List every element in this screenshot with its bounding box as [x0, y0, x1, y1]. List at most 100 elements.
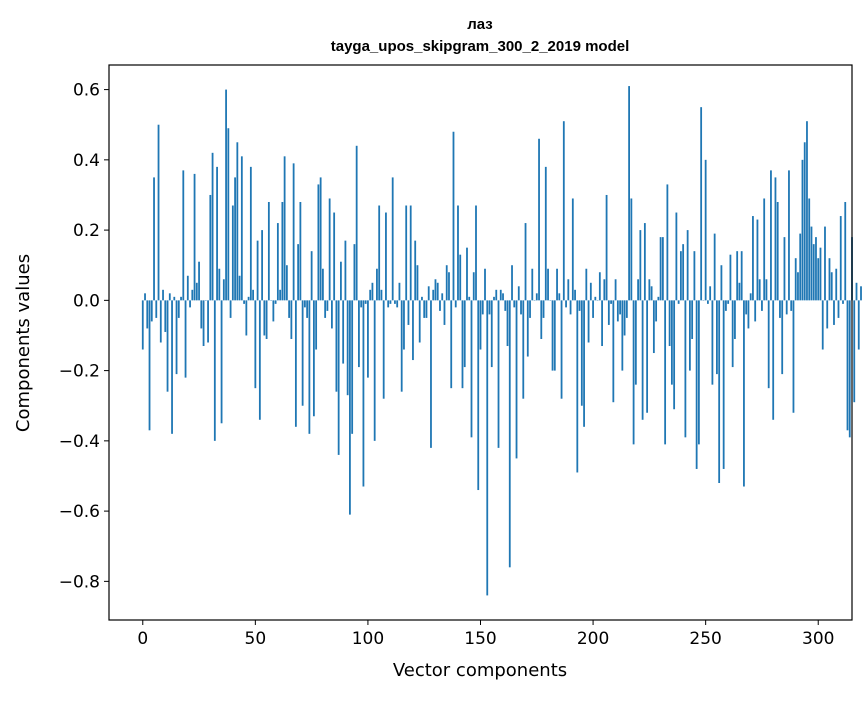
x-tick-label: 0: [137, 629, 148, 649]
bar: [536, 293, 538, 300]
bar: [540, 300, 542, 339]
bar: [752, 216, 754, 300]
bar: [173, 297, 175, 301]
y-tick-label: 0.6: [73, 81, 100, 101]
bar: [684, 300, 686, 437]
bar: [245, 300, 247, 335]
bar: [637, 279, 639, 300]
bar: [633, 300, 635, 444]
bar: [630, 198, 632, 300]
bar: [399, 283, 401, 301]
bar: [806, 121, 808, 300]
bar: [599, 272, 601, 300]
bar: [333, 213, 335, 301]
bar: [802, 160, 804, 301]
bar: [734, 300, 736, 339]
bar: [450, 300, 452, 388]
bar: [741, 251, 743, 300]
bar: [347, 300, 349, 395]
bar: [401, 300, 403, 391]
bar: [725, 300, 727, 311]
bar: [482, 300, 484, 314]
bar: [284, 156, 286, 300]
bar: [608, 300, 610, 325]
bar: [158, 125, 160, 301]
bar: [187, 276, 189, 301]
bar: [317, 184, 319, 300]
bar: [408, 300, 410, 325]
bar: [376, 269, 378, 301]
bar: [781, 300, 783, 374]
bar: [221, 300, 223, 423]
bar: [509, 300, 511, 567]
bar: [790, 300, 792, 311]
bar: [635, 300, 637, 384]
bar: [367, 300, 369, 377]
bar: [313, 300, 315, 416]
bar: [743, 300, 745, 486]
bar: [385, 213, 387, 301]
bar: [412, 300, 414, 360]
bar: [153, 177, 155, 300]
bar: [149, 300, 151, 430]
bar: [750, 293, 752, 300]
bar: [547, 269, 549, 301]
bar: [723, 300, 725, 469]
bar: [552, 300, 554, 370]
bar: [847, 300, 849, 430]
bar: [212, 153, 214, 301]
bar: [833, 300, 835, 325]
bar: [770, 170, 772, 300]
bar: [297, 244, 299, 300]
bar: [405, 206, 407, 301]
bar: [561, 300, 563, 398]
bar: [574, 290, 576, 301]
bar: [295, 300, 297, 426]
bar: [829, 258, 831, 300]
bar: [358, 300, 360, 367]
bar: [363, 300, 365, 486]
bar: [486, 300, 488, 595]
bar: [527, 300, 529, 356]
x-tick-label: 50: [245, 629, 267, 649]
bar: [646, 300, 648, 412]
bar: [518, 286, 520, 300]
bar: [853, 300, 855, 402]
bar: [558, 293, 560, 300]
bar: [660, 237, 662, 300]
bar: [263, 300, 265, 335]
bar: [462, 300, 464, 388]
bar: [642, 300, 644, 419]
bar: [160, 300, 162, 342]
bar: [439, 300, 441, 311]
bar: [455, 300, 457, 307]
bar: [378, 206, 380, 301]
bar: [419, 300, 421, 342]
bar: [191, 290, 193, 301]
bar: [603, 279, 605, 300]
bar: [248, 297, 250, 301]
y-tick-label: −0.2: [59, 362, 100, 382]
bar: [230, 300, 232, 318]
bar: [209, 195, 211, 300]
bar: [804, 142, 806, 300]
bar: [835, 269, 837, 301]
bar: [759, 279, 761, 300]
bar: [498, 300, 500, 448]
bar: [495, 290, 497, 301]
bar: [579, 300, 581, 311]
bar: [860, 286, 862, 300]
bar: [775, 177, 777, 300]
bar: [331, 300, 333, 328]
bar: [511, 265, 513, 300]
bar: [601, 300, 603, 346]
bar: [320, 177, 322, 300]
bar: [838, 300, 840, 318]
bar: [525, 223, 527, 300]
bar: [513, 300, 515, 307]
bar: [279, 290, 281, 301]
bar: [304, 300, 306, 307]
bar: [709, 286, 711, 300]
